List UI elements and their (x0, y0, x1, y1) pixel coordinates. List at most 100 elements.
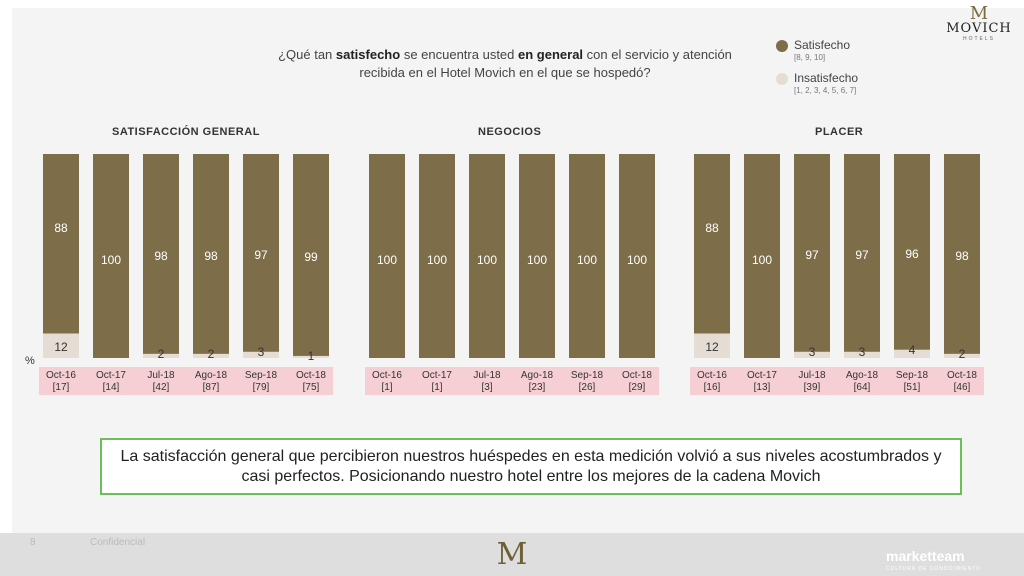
category-label: Sep-18 (571, 370, 604, 381)
data-label-satisfied: 98 (955, 249, 969, 263)
chart-legend: Satisfecho [8, 9, 10] Insatisfecho [1, 2… (776, 38, 906, 104)
base-label: [1] (431, 382, 442, 393)
movich-footer-logo: M (496, 537, 528, 572)
data-label-satisfied: 100 (477, 253, 497, 267)
base-label: [23] (529, 382, 546, 393)
data-label-satisfied: 100 (577, 253, 597, 267)
page-number: 8 (30, 537, 36, 548)
bar-unsatisfied (43, 333, 79, 358)
bar-unsatisfied (944, 353, 980, 358)
marketteam-logo: marketteam (886, 548, 965, 564)
data-label-satisfied: 88 (705, 221, 719, 235)
legend-label-unsatisfied: Insatisfecho (794, 71, 859, 85)
percent-symbol: % (25, 355, 35, 367)
legend-item-satisfied: Satisfecho [8, 9, 10] (776, 38, 906, 63)
label-band (690, 367, 984, 395)
base-label: [64] (854, 382, 871, 393)
base-label: [39] (804, 382, 821, 393)
bar-satisfied (293, 154, 329, 356)
bar-unsatisfied (694, 333, 730, 358)
category-label: Oct-18 (947, 370, 977, 381)
bar-unsatisfied (143, 353, 179, 358)
category-label: Oct-18 (622, 370, 652, 381)
bar-unsatisfied (844, 351, 880, 358)
bar-satisfied (894, 154, 930, 350)
legend-item-unsatisfied: Insatisfecho [1, 2, 3, 4, 5, 6, 7] (776, 71, 906, 96)
data-label-satisfied: 100 (752, 253, 772, 267)
bar-satisfied (844, 154, 880, 352)
category-label: Oct-16 (46, 370, 76, 381)
bar-satisfied (744, 154, 780, 358)
chart-title-negocios: NEGOCIOS (478, 126, 542, 138)
data-label-unsatisfied: 3 (809, 345, 816, 359)
bar-unsatisfied (293, 355, 329, 358)
data-label-unsatisfied: 4 (909, 343, 916, 357)
base-label: [79] (253, 382, 270, 393)
bar-satisfied (243, 154, 279, 352)
data-label-unsatisfied: 3 (258, 345, 265, 359)
category-label: Ago-18 (846, 370, 879, 381)
base-label: [17] (53, 382, 70, 393)
legend-range-satisfied: [8, 9, 10] (794, 53, 826, 62)
data-label-satisfied: 96 (905, 247, 919, 261)
movich-logo-mark: M (969, 3, 989, 24)
category-label: Jul-18 (473, 370, 501, 381)
base-label: [16] (704, 382, 721, 393)
bar-satisfied (143, 154, 179, 354)
bar-unsatisfied (193, 353, 229, 358)
base-label: [26] (579, 382, 596, 393)
chart-title-general: SATISFACCIÓN GENERAL (112, 126, 260, 138)
data-label-satisfied: 100 (101, 253, 121, 267)
data-label-unsatisfied: 2 (158, 347, 165, 361)
category-label: Oct-17 (96, 370, 126, 381)
confidential-label: Confidencial (90, 537, 146, 548)
base-label: [29] (629, 382, 646, 393)
bar-satisfied (569, 154, 605, 358)
category-label: Oct-16 (372, 370, 402, 381)
category-label: Ago-18 (195, 370, 228, 381)
marketteam-tagline: CULTURA DE CONOCIMIENTO (886, 566, 982, 572)
data-label-unsatisfied: 12 (705, 340, 719, 354)
category-label: Oct-17 (422, 370, 452, 381)
base-label: [75] (303, 382, 320, 393)
footer-bar (0, 533, 1024, 576)
base-label: [87] (203, 382, 220, 393)
data-label-satisfied: 100 (427, 253, 447, 267)
conclusion-callout: La satisfacción general que percibieron … (100, 438, 962, 495)
data-label-satisfied: 97 (805, 248, 819, 262)
category-label: Ago-18 (521, 370, 554, 381)
category-label: Jul-18 (798, 370, 826, 381)
bar-satisfied (619, 154, 655, 358)
bar-satisfied (469, 154, 505, 358)
legend-label-satisfied: Satisfecho (794, 38, 851, 52)
base-label: [14] (103, 382, 120, 393)
data-label-unsatisfied: 1 (308, 349, 315, 363)
category-label: Sep-18 (245, 370, 278, 381)
survey-question: ¿Qué tan satisfecho se encuentra usted e… (278, 47, 732, 80)
data-label-satisfied: 88 (54, 221, 68, 235)
bar-unsatisfied (794, 351, 830, 358)
legend-swatch-unsatisfied (776, 73, 788, 85)
bar-unsatisfied (894, 349, 930, 358)
category-label: Jul-18 (147, 370, 175, 381)
category-label: Sep-18 (896, 370, 929, 381)
label-band (365, 367, 659, 395)
bar-satisfied (794, 154, 830, 352)
movich-logo-text: MOVICH (946, 21, 1012, 36)
data-label-satisfied: 98 (154, 249, 168, 263)
data-label-unsatisfied: 12 (54, 340, 68, 354)
chart-title-placer: PLACER (815, 126, 864, 138)
bar-satisfied (519, 154, 555, 358)
data-label-satisfied: 97 (254, 248, 268, 262)
bar-satisfied (944, 154, 980, 354)
legend-swatch-satisfied (776, 40, 788, 52)
label-band (39, 367, 333, 395)
bar-satisfied (43, 154, 79, 334)
category-label: Oct-17 (747, 370, 777, 381)
data-label-satisfied: 97 (855, 248, 869, 262)
bar-satisfied (369, 154, 405, 358)
base-label: [13] (754, 382, 771, 393)
movich-logo: M MOVICH HOTELS (940, 3, 1018, 50)
bar-satisfied (93, 154, 129, 358)
bar-satisfied (193, 154, 229, 354)
